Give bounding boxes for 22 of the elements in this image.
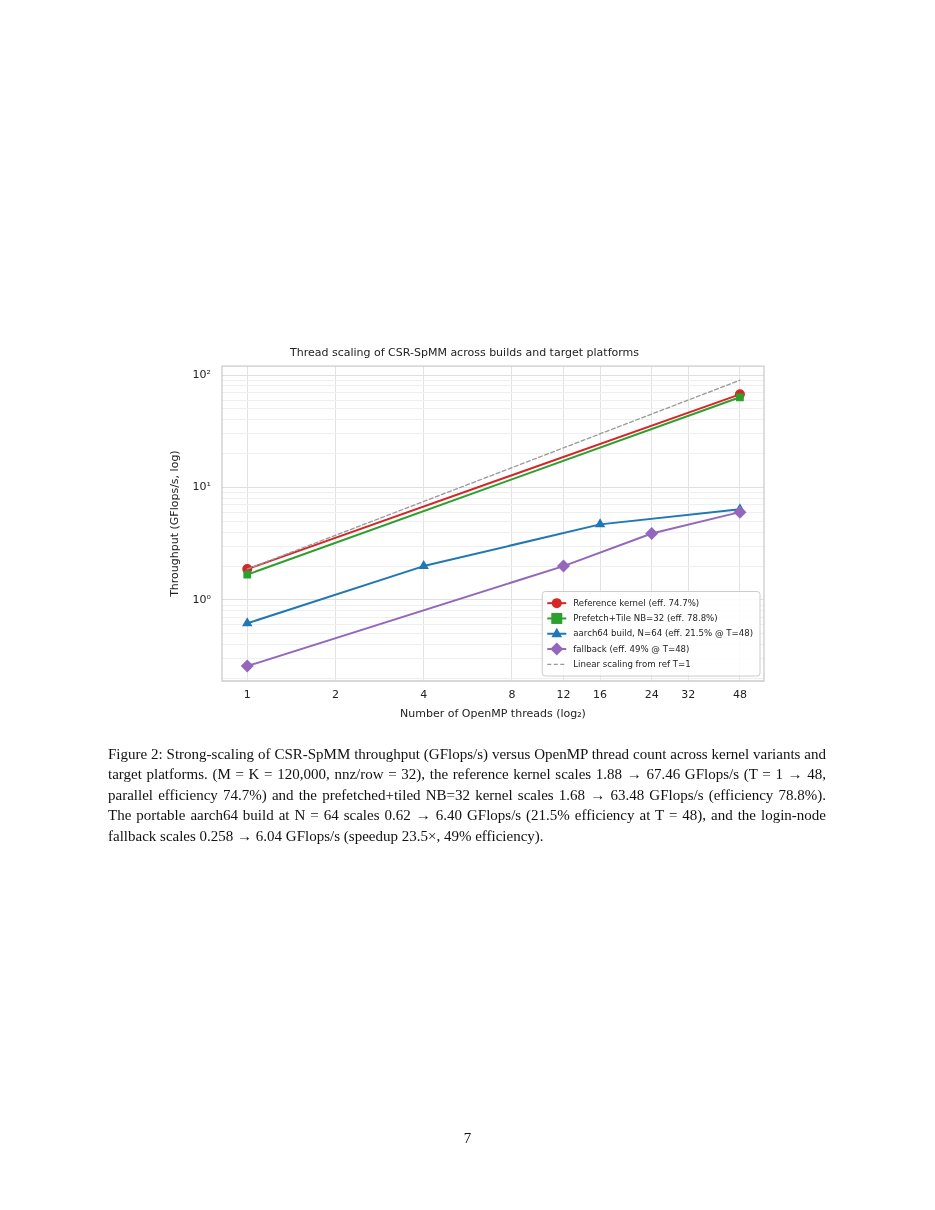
legend-label: Linear scaling from ref T=1 — [573, 659, 691, 670]
x-tick-label: 48 — [732, 688, 747, 702]
chart-title: Thread scaling of CSR-SpMM across builds and target platforms — [288, 346, 640, 360]
y-axis-title: Throughput (GFlops/s, log) — [168, 450, 182, 598]
x-tick-label: 4 — [420, 688, 428, 702]
x-tick-label: 16 — [593, 688, 608, 702]
x-tick-label: 32 — [681, 688, 696, 702]
legend-label: aarch64 build, N=64 (eff. 21.5% @ T=48) — [573, 628, 754, 639]
legend-label: Reference kernel (eff. 74.7%) — [573, 597, 700, 608]
x-tick-label: 1 — [243, 688, 251, 702]
legend-label: fallback (eff. 49% @ T=48) — [573, 643, 690, 654]
y-tick-label: 10⁰ — [192, 592, 212, 606]
caption: Figure 2: Strong-scaling of CSR-SpMM throughput (GFlops/s) versus OpenMP thread count across kernel variants and target platforms. (M = K = 120,000, nnz/row = 32), the reference kernel scales 1.88 → 67.46 GFlops/s (T = 1 → 48, parallel efficiency 74.7%) and the prefetched+tiled NB=32 kernel scales 1.68 → 63.48 GFlops/s (efficiency 78.8%). The portable aarch64 build at N = 64 scales 0.62 → 6.40 GFlops/s (21.5% efficiency at T = 48), and the login-node fallback scales 0.258 → 6.04 GFlops/s (speedup 23.5×, 49% efficiency). — [108, 745, 826, 846]
x-axis-title: Number of OpenMP threads (log₂) — [400, 707, 586, 721]
x-tick-label: 2 — [331, 688, 339, 702]
legend-label: Prefetch+Tile NB=32 (eff. 78.8%) — [573, 613, 718, 624]
y-tick-label: 10¹ — [192, 480, 211, 494]
text: 7 — [462, 1130, 473, 1147]
y-tick-label: 10² — [192, 367, 211, 381]
x-tick-label: 8 — [508, 688, 516, 702]
x-tick-label: 12 — [556, 688, 571, 702]
x-tick-label: 24 — [644, 688, 659, 702]
